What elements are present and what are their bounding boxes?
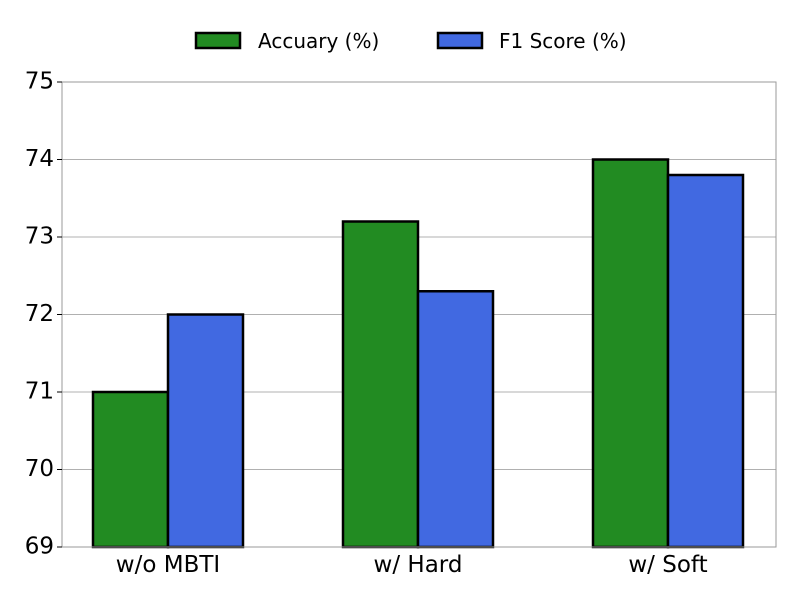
bar-accuracy <box>591 158 670 549</box>
y-axis: 69 70 71 72 73 74 75 <box>25 69 62 560</box>
x-axis: w/o MBTI w/ Hard w/ Soft <box>116 552 708 578</box>
legend-swatch-f1-score <box>436 31 484 50</box>
bar-accuracy <box>341 220 420 549</box>
legend: Accuary (%) F1 Score (%) <box>194 29 627 53</box>
x-tick-label: w/o MBTI <box>116 552 220 578</box>
legend-label-f1-score: F1 Score (%) <box>499 29 627 53</box>
bar-accuracy <box>91 390 170 549</box>
x-tick-label: w/ Soft <box>628 552 707 578</box>
x-tick-label: w/ Hard <box>374 552 463 578</box>
y-tick-label: 75 <box>25 69 54 95</box>
y-tick-label: 70 <box>25 456 54 482</box>
legend-swatch-accuracy <box>194 31 242 50</box>
bar-f1-score <box>666 173 745 549</box>
legend-label-accuracy: Accuary (%) <box>258 29 379 53</box>
bar-f1-score <box>416 290 495 549</box>
y-tick-label: 69 <box>25 534 54 560</box>
bars <box>91 158 745 549</box>
y-tick-label: 73 <box>25 224 54 250</box>
y-tick-label: 74 <box>25 146 54 172</box>
bar-f1-score <box>166 313 245 549</box>
y-tick-label: 72 <box>25 301 54 327</box>
y-tick-label: 71 <box>25 379 54 405</box>
